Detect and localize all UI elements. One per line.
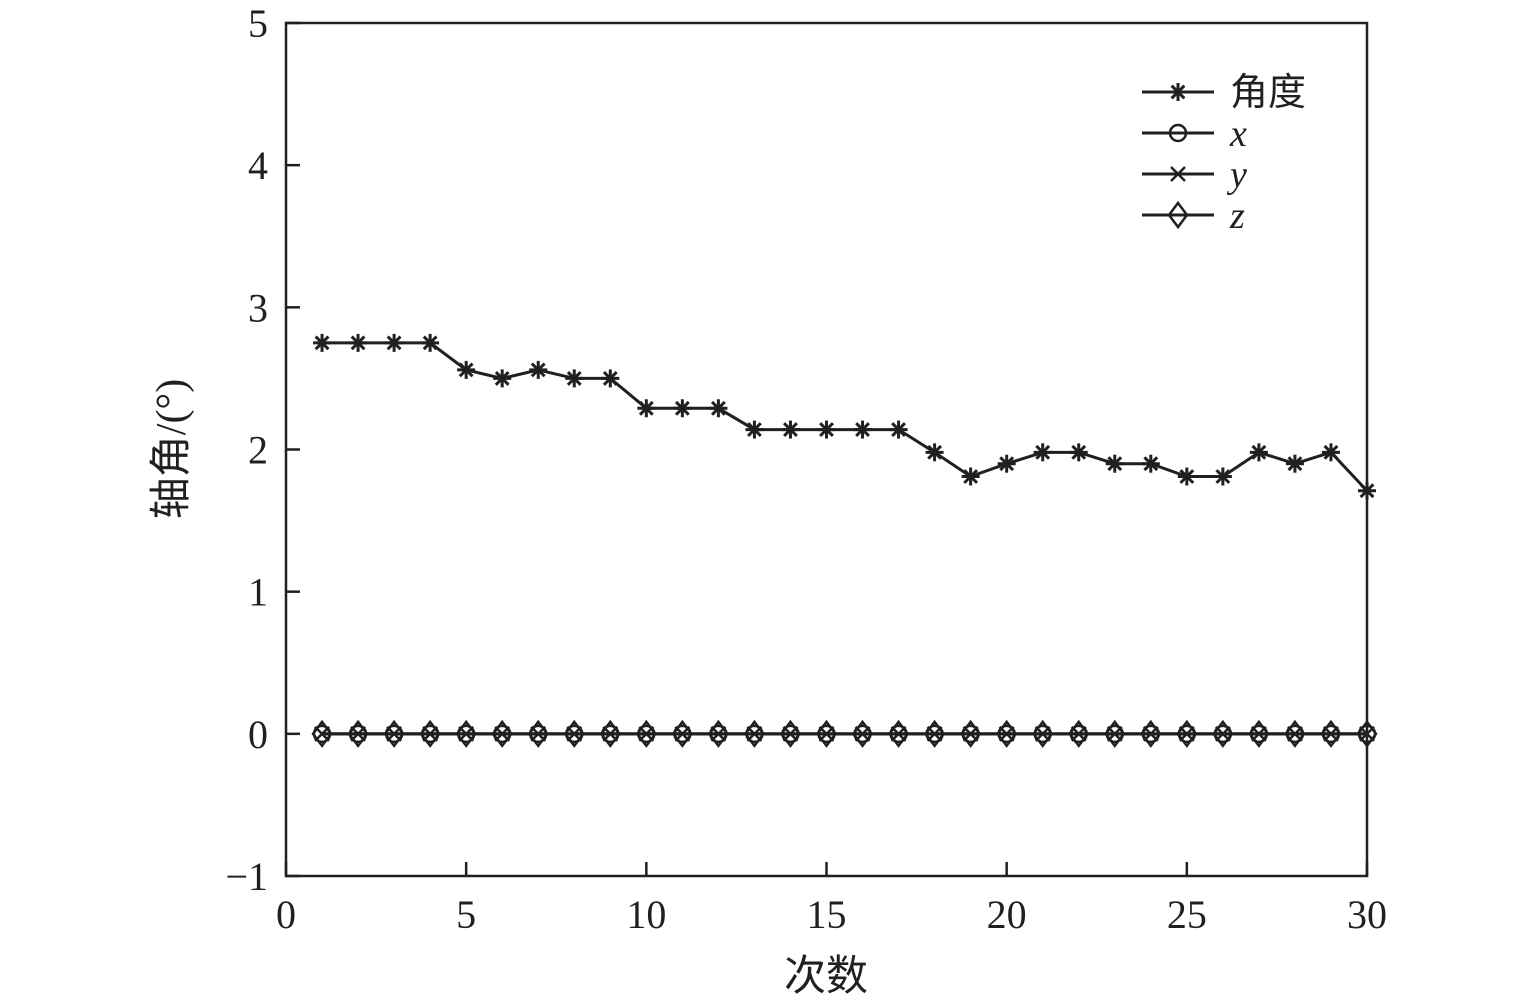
data-point xyxy=(925,724,944,744)
x-tick-label: 20 xyxy=(987,892,1027,937)
data-point xyxy=(1213,467,1232,486)
y-tick-label: −1 xyxy=(225,854,268,899)
data-point xyxy=(709,724,728,744)
data-point xyxy=(385,333,404,352)
data-point xyxy=(1357,724,1377,744)
legend-entry: y xyxy=(1142,154,1247,196)
data-point xyxy=(1141,724,1161,744)
y-tick-label: 3 xyxy=(248,285,268,330)
y-tick-label: 4 xyxy=(248,143,268,188)
legend-marker xyxy=(1170,166,1186,182)
data-point xyxy=(1141,454,1160,473)
legend-entry: 角度 xyxy=(1142,72,1306,114)
series-layer xyxy=(311,333,1378,748)
legend-label: x xyxy=(1229,113,1247,155)
x-tick-label: 15 xyxy=(807,892,847,937)
data-point xyxy=(456,724,476,744)
x-tick-label: 30 xyxy=(1347,892,1387,937)
y-tick-label: 0 xyxy=(248,712,268,757)
data-point xyxy=(1321,724,1341,744)
data-point xyxy=(1105,724,1125,744)
data-point xyxy=(853,420,872,439)
x-tick-label: 0 xyxy=(276,892,296,937)
y-tick-label: 1 xyxy=(248,570,268,615)
data-point xyxy=(1105,454,1124,473)
data-point xyxy=(673,724,692,744)
legend-label: 角度 xyxy=(1230,72,1306,114)
series-0 xyxy=(313,333,1376,500)
data-point xyxy=(1033,724,1052,744)
legend-marker xyxy=(1169,83,1187,101)
data-point xyxy=(529,360,548,379)
data-point xyxy=(565,369,584,388)
data-point xyxy=(565,724,584,744)
data-point xyxy=(1177,724,1197,744)
data-point xyxy=(853,724,872,744)
data-point xyxy=(745,420,764,439)
data-point xyxy=(349,333,368,352)
series-1 xyxy=(312,724,1377,744)
data-point xyxy=(1069,443,1088,462)
data-point xyxy=(1069,724,1088,744)
data-point xyxy=(637,724,656,744)
data-point xyxy=(493,369,512,388)
legend-entry: z xyxy=(1142,195,1245,237)
data-point xyxy=(601,724,620,744)
data-point xyxy=(637,399,656,418)
data-point xyxy=(781,420,800,439)
data-point xyxy=(925,443,944,462)
data-point xyxy=(673,399,692,418)
data-point xyxy=(709,399,728,418)
x-tick-label: 10 xyxy=(626,892,666,937)
data-point xyxy=(1249,724,1269,744)
data-point xyxy=(817,724,836,744)
series-line xyxy=(322,341,1369,492)
data-point xyxy=(889,724,908,744)
legend-marker xyxy=(1168,123,1188,143)
y-axis: −1 0 1 2 3 4 5 xyxy=(225,1,300,899)
data-point xyxy=(1033,443,1052,462)
data-point xyxy=(457,360,476,379)
y-axis-title: 轴角/(°) xyxy=(149,379,195,519)
data-point xyxy=(1285,454,1304,473)
x-tick-label: 25 xyxy=(1167,892,1207,937)
legend-marker xyxy=(1167,200,1189,230)
data-point xyxy=(1177,467,1196,486)
data-point xyxy=(348,724,368,744)
plot-frame xyxy=(284,21,1369,878)
data-point xyxy=(1249,443,1268,462)
data-point xyxy=(528,724,548,744)
y-tick-label: 5 xyxy=(248,1,268,46)
data-point xyxy=(420,724,440,744)
legend-label: y xyxy=(1226,154,1247,196)
data-point xyxy=(1213,724,1233,744)
data-point xyxy=(384,724,404,744)
x-axis-title: 次数 xyxy=(784,954,868,1000)
data-point xyxy=(961,467,980,486)
x-axis: 0 5 10 15 20 25 30 xyxy=(276,862,1387,937)
data-point xyxy=(312,724,332,744)
legend-label: z xyxy=(1229,195,1245,237)
legend-entry: x xyxy=(1142,113,1247,155)
data-point xyxy=(421,333,440,352)
data-point xyxy=(997,724,1016,744)
data-point xyxy=(601,369,620,388)
data-point xyxy=(745,724,764,744)
data-point xyxy=(781,724,800,744)
data-point xyxy=(961,724,980,744)
data-point xyxy=(1358,481,1376,500)
data-point xyxy=(313,333,332,352)
data-point xyxy=(1321,443,1340,462)
data-point xyxy=(889,420,908,439)
data-point xyxy=(997,454,1016,473)
x-tick-label: 5 xyxy=(456,892,476,937)
y-tick-label: 2 xyxy=(248,428,268,473)
data-point xyxy=(492,724,512,744)
data-point xyxy=(1285,724,1305,744)
data-point xyxy=(817,420,836,439)
